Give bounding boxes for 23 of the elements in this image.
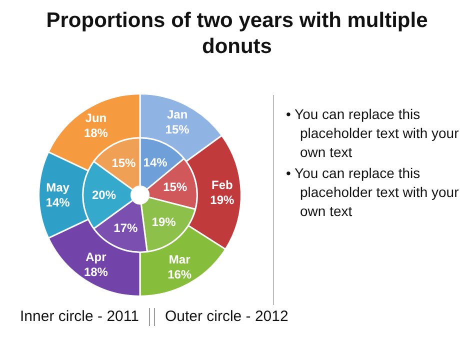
text: Inner circle - 2011 [20,308,139,325]
data-label: 15% [163,180,188,194]
data-label: 17% [114,221,138,236]
data-label: 20% [92,188,116,202]
text: • You can replace this placeholder text with your own text [286,105,460,162]
data-label: 14% [143,155,168,170]
data-label: 18% [84,126,108,140]
data-label: 15% [112,156,136,170]
text: Outer circle - 2012 [164,308,288,325]
slice-label: Jun [85,111,107,126]
data-label: 14% [46,196,70,210]
slice-label: Mar [168,252,191,267]
slice-label: Feb [211,178,233,192]
data-label: 16% [168,268,192,282]
slice-label: May [46,180,70,194]
slice-label: Jan [166,107,188,122]
data-label: 15% [165,122,190,136]
chart-title: Proportions of two years with multiple donuts [45,8,429,60]
slice-label: Apr [86,250,107,264]
text: • You can replace this placeholder text with your own text [286,164,460,221]
data-label: 19% [152,215,176,230]
data-label: 19% [210,192,234,207]
data-label: 18% [84,264,108,279]
